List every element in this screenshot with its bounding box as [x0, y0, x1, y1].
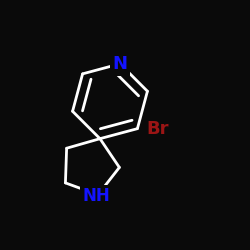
Text: NH: NH [83, 187, 111, 205]
Text: Br: Br [147, 120, 169, 138]
Text: N: N [112, 55, 128, 73]
